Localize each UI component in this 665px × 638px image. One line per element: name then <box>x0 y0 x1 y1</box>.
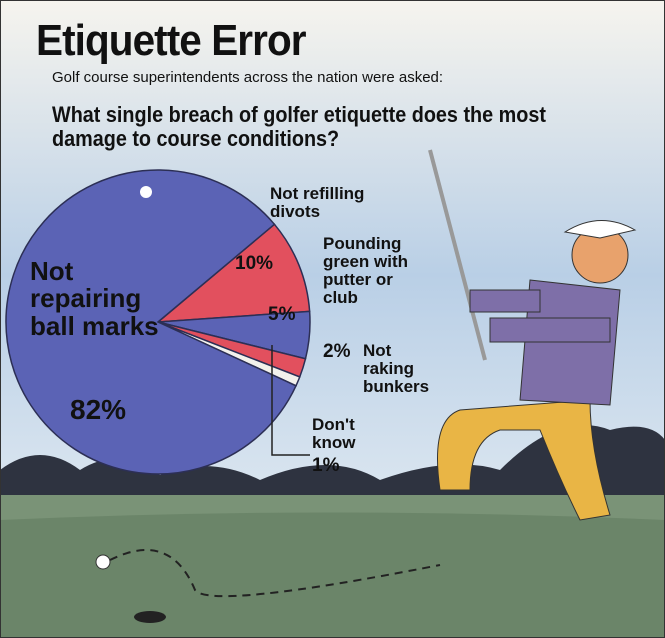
pie-slice <box>155 223 311 323</box>
slice-label: Not repairing ball marks <box>30 256 159 341</box>
slice-label: Not refilling divots <box>270 184 365 221</box>
green <box>0 512 665 638</box>
ball-path <box>109 549 441 598</box>
pie <box>5 169 311 475</box>
subtitle: Golf course superintendents across the n… <box>52 69 444 86</box>
leader-line <box>271 345 310 456</box>
value-label: 5% <box>268 304 296 325</box>
question: What single breach of golfer etiquette d… <box>52 102 546 152</box>
tree-line <box>0 425 665 510</box>
hole <box>134 611 166 623</box>
slice-label: Don't know <box>312 415 356 452</box>
highlight <box>140 186 152 198</box>
golf-ball <box>95 554 111 570</box>
slice-label: Not raking bunkers <box>363 341 430 396</box>
slice-label: Pounding green with putter or club <box>323 234 409 307</box>
arm <box>469 289 541 313</box>
title: Etiquette Error <box>36 16 307 65</box>
arm <box>489 317 611 343</box>
visor <box>563 220 637 239</box>
value-label: 1% <box>312 455 340 476</box>
pants <box>437 399 611 521</box>
value-label: 82% <box>70 394 127 425</box>
pie-slice <box>5 169 297 475</box>
value-label: 2% <box>323 341 351 362</box>
club <box>428 149 487 361</box>
value-label: 10% <box>235 253 274 274</box>
